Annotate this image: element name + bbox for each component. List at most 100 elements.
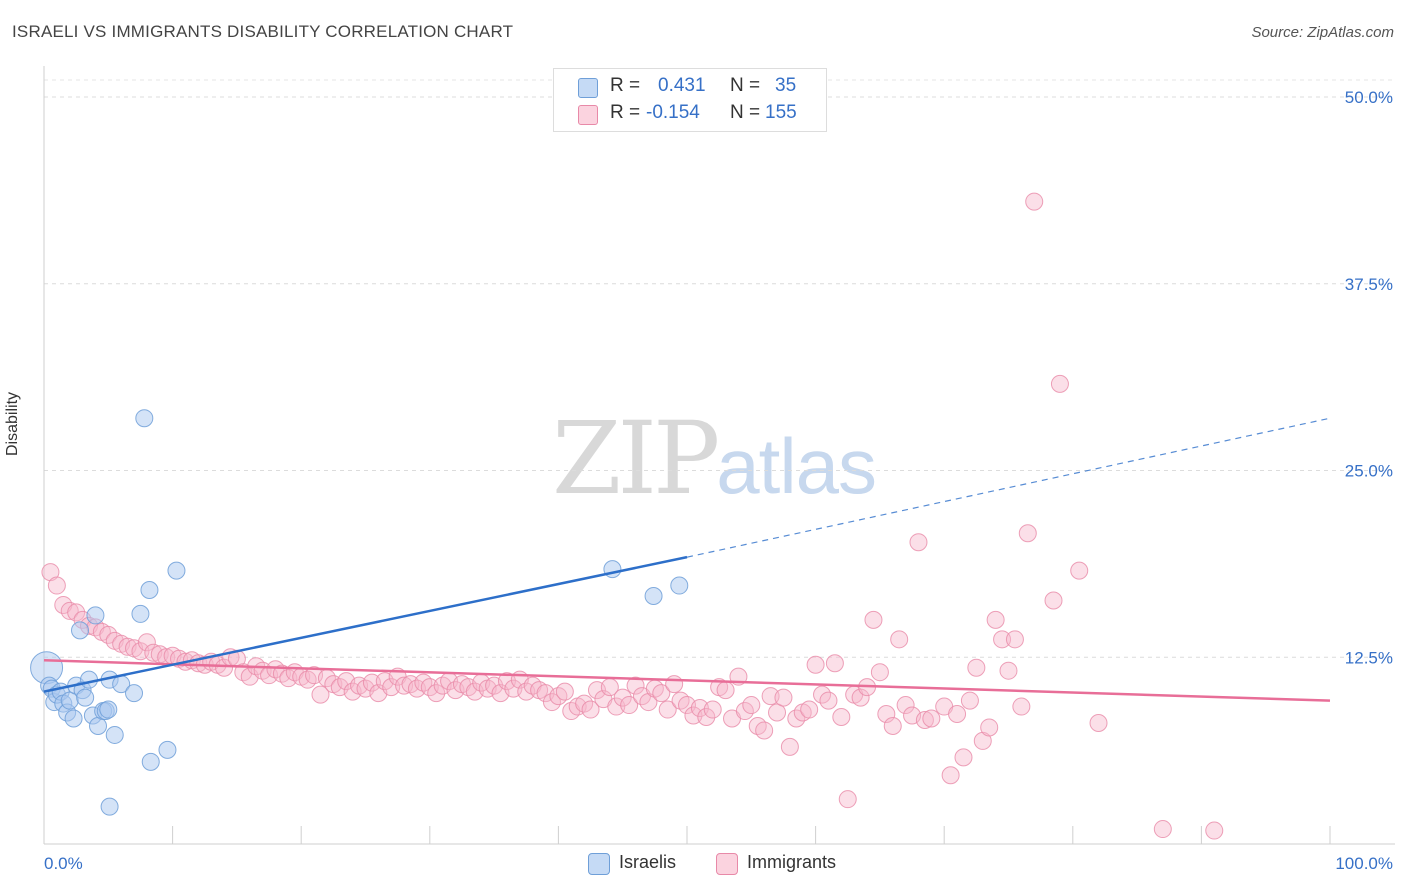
- immigrants-point: [401, 675, 420, 694]
- bottom-legend-swatch-israelis: [588, 853, 610, 875]
- legend-r-value: -0.154: [646, 102, 700, 123]
- israelis-point: [670, 576, 689, 595]
- y-tick-label: 50.0%: [1345, 88, 1393, 107]
- immigrants-point: [382, 678, 401, 697]
- immigrants-point: [497, 672, 516, 691]
- x-tick-label: 0.0%: [44, 854, 83, 873]
- immigrants-point: [780, 737, 799, 756]
- immigrants-point: [967, 658, 986, 677]
- immigrants-point: [1012, 697, 1031, 716]
- source-label: Source: ZipAtlas.com: [1251, 24, 1394, 41]
- immigrants-point: [47, 576, 66, 595]
- israelis-point: [131, 604, 150, 623]
- immigrants-point: [864, 610, 883, 629]
- immigrants-point: [1153, 820, 1172, 839]
- immigrants-point: [768, 703, 787, 722]
- immigrants-point: [581, 700, 600, 719]
- israelis-point: [158, 740, 177, 759]
- israelis-point: [167, 561, 186, 580]
- immigrants-point: [626, 676, 645, 695]
- israelis-point: [64, 709, 83, 728]
- immigrants-point: [67, 603, 86, 622]
- legend-r-value: 0.431: [658, 75, 706, 96]
- immigrants-point: [311, 685, 330, 704]
- legend-r-label: R =: [610, 75, 641, 96]
- israelis-point: [105, 725, 124, 744]
- immigrants-point: [1025, 192, 1044, 211]
- y-tick-label: 25.0%: [1345, 462, 1393, 481]
- correlation-legend: R = 0.431 N = 35 R = -0.154 N = 155: [553, 68, 827, 132]
- y-tick-label: 12.5%: [1345, 648, 1393, 667]
- immigrants-point: [620, 696, 639, 715]
- immigrants-point: [870, 663, 889, 682]
- immigrants-point: [819, 691, 838, 710]
- immigrants-point: [883, 716, 902, 735]
- israelis-point: [100, 797, 119, 816]
- bottom-legend-label-israelis: Israelis: [619, 852, 677, 872]
- x-tick-label: 100.0%: [1335, 854, 1393, 873]
- immigrants-point: [832, 708, 851, 727]
- israelis-trendline-extension: [686, 417, 1331, 558]
- immigrants-point: [658, 700, 677, 719]
- israelis-point: [141, 752, 160, 771]
- immigrants-point: [761, 687, 780, 706]
- israelis-point: [140, 581, 159, 600]
- immigrants-point: [613, 688, 632, 707]
- israelis-trendline: [43, 555, 688, 693]
- immigrants-point: [684, 706, 703, 725]
- israelis-point: [80, 670, 99, 689]
- immigrants-point: [1089, 713, 1108, 732]
- legend-n-label: N =: [730, 75, 761, 96]
- immigrants-point: [851, 688, 870, 707]
- bottom-legend-label-immigrants: Immigrants: [747, 852, 837, 872]
- immigrants-point: [986, 610, 1005, 629]
- chart-title: ISRAELI VS IMMIGRANTS DISABILITY CORRELA…: [12, 22, 514, 41]
- bottom-legend-swatch-immigrants: [716, 853, 738, 875]
- immigrants-point: [137, 633, 156, 652]
- israelis-point: [135, 409, 154, 428]
- immigrants-point: [896, 696, 915, 715]
- immigrants-point: [1070, 561, 1089, 580]
- israelis-point: [99, 700, 118, 719]
- watermark: ZIPatlas: [552, 400, 877, 517]
- immigrants-point: [909, 533, 928, 552]
- legend-swatch-israelis: [578, 78, 598, 98]
- immigrants-point: [999, 661, 1018, 680]
- immigrants-point: [414, 673, 433, 692]
- immigrants-point: [922, 709, 941, 728]
- immigrants-point: [1005, 630, 1024, 649]
- immigrants-point: [716, 681, 735, 700]
- legend-n-label: N =: [730, 102, 761, 123]
- immigrants-point: [607, 697, 626, 716]
- immigrants-point: [774, 688, 793, 707]
- immigrants-point: [215, 658, 234, 677]
- legend-n-value: 155: [765, 102, 797, 123]
- israelis-point: [76, 688, 95, 707]
- immigrants-point: [1205, 821, 1224, 840]
- immigrants-point: [131, 642, 150, 661]
- immigrants-point: [652, 684, 671, 703]
- immigrants-point: [954, 748, 973, 767]
- immigrants-point: [690, 699, 709, 718]
- immigrants-point: [549, 687, 568, 706]
- immigrants-point: [60, 601, 79, 620]
- immigrants-point: [748, 716, 767, 735]
- immigrants-point: [1018, 524, 1037, 543]
- watermark-atlas: atlas: [716, 422, 877, 510]
- immigrants-point: [697, 708, 716, 727]
- israelis-point: [86, 606, 105, 625]
- immigrants-point: [272, 664, 291, 683]
- immigrants-point: [671, 691, 690, 710]
- immigrants-point: [915, 710, 934, 729]
- immigrants-point: [665, 675, 684, 694]
- immigrants-point: [838, 790, 857, 809]
- immigrants-point: [980, 718, 999, 737]
- y-tick-label: 37.5%: [1345, 275, 1393, 294]
- immigrants-point: [825, 654, 844, 673]
- immigrants-point: [555, 682, 574, 701]
- immigrants-point: [1044, 591, 1063, 610]
- immigrants-point: [362, 673, 381, 692]
- immigrants-point: [960, 691, 979, 710]
- immigrants-point: [1050, 374, 1069, 393]
